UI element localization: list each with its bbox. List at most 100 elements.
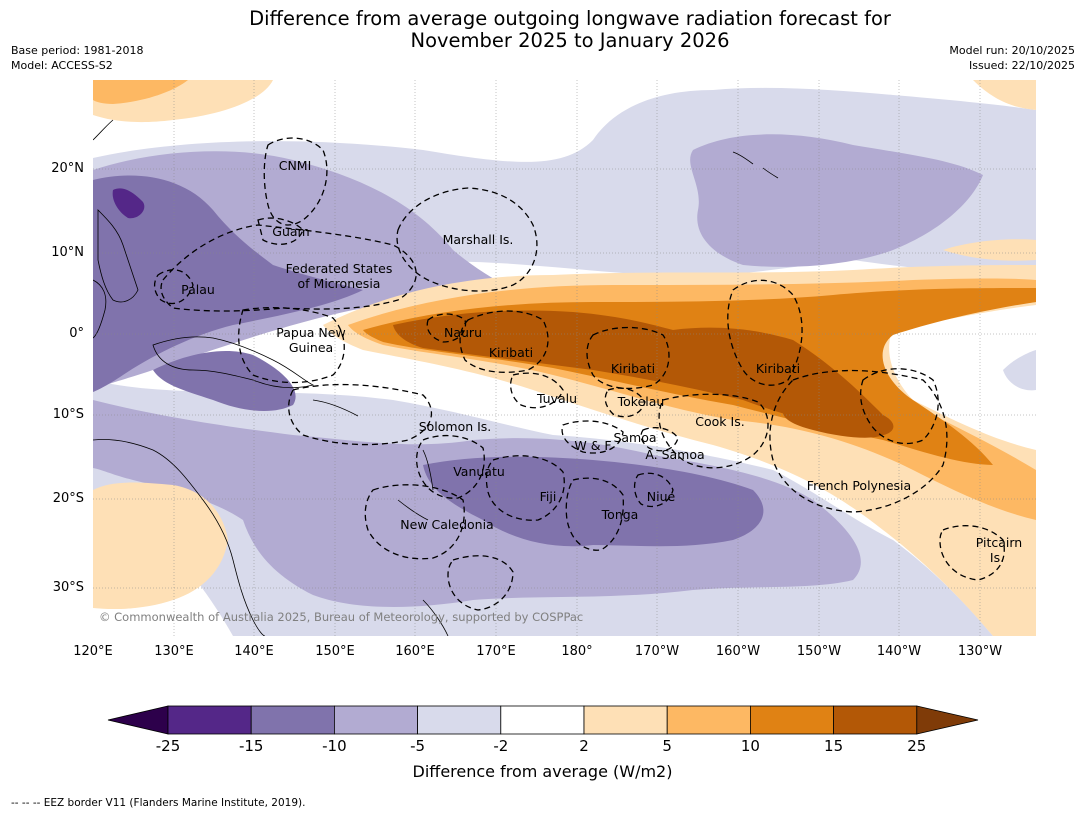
colorbar-extend-max [916, 705, 979, 735]
lat-tick: 20°S [52, 491, 84, 506]
band-purple-wpac [93, 175, 363, 392]
colorbar-tick-label: -10 [322, 737, 347, 755]
label-newcal: New Caledonia [400, 517, 493, 532]
label-tokelau: Tokelau [617, 394, 665, 409]
band-peach-hawaii [943, 239, 1036, 261]
label-tuvalu: Tuvalu [536, 391, 577, 406]
gridlines [93, 80, 1036, 636]
band-orange-topleft [93, 80, 188, 104]
eez-fr-polynesia [769, 369, 948, 513]
band-dark-purple [112, 188, 145, 219]
band-lavender-east [1003, 350, 1036, 391]
eez-nauru [426, 313, 467, 343]
band-peach-topright [973, 80, 1036, 110]
label-png-2: Guinea [289, 340, 333, 355]
lat-tick: 10°N [51, 245, 84, 260]
lon-tick: 130°W [957, 644, 1003, 659]
eez-kiribati-phoenix [586, 326, 670, 390]
region-labels: CNMI Guam Marshall Is. Federated States … [181, 158, 1022, 565]
band-orange-dark-east [782, 410, 883, 438]
eez-png [238, 306, 345, 384]
eez-newcal [364, 484, 465, 560]
chart-title: Difference from average outgoing longwav… [0, 8, 1085, 52]
lat-tick: 0° [69, 326, 84, 341]
eez-tokelau [604, 387, 646, 418]
eez-cnmi [263, 137, 328, 226]
label-tonga: Tonga [601, 507, 639, 522]
lon-tick: 160°W [715, 644, 761, 659]
eez-solomon [288, 383, 432, 446]
issued-date: Issued: 22/10/2025 [968, 59, 1075, 72]
band-light-purple-hawaii [690, 134, 983, 267]
colorbar-segment [750, 705, 835, 735]
eez-footnote: -- -- -- EEZ border V11 (Flanders Marine… [11, 797, 306, 809]
eez-fiji [485, 455, 565, 521]
label-pitcairn-1: Pitcairn [976, 535, 1022, 550]
lon-tick: 170°W [634, 644, 680, 659]
lon-tick: 150°W [796, 644, 842, 659]
label-png-1: Papua New [276, 325, 345, 340]
australia-coast [93, 439, 266, 636]
eez-fr-polynesia-east [860, 368, 939, 445]
eez-vanuatu [416, 434, 485, 499]
band-orange-dark [393, 310, 894, 436]
label-asamoa: A. Samoa [645, 447, 704, 462]
eez-asamoa [640, 427, 679, 452]
label-samoa: Samoa [613, 430, 656, 445]
new-guinea-coast [152, 336, 315, 389]
colorbar-segment [500, 705, 585, 735]
title-line-1: Difference from average outgoing longwav… [249, 7, 891, 30]
colorbar-segment [250, 705, 335, 735]
philippines-coast [97, 209, 139, 303]
colorbar: -25 -15 -10 -5 -2 2 5 10 15 25 [107, 705, 979, 755]
lon-tick: 170°E [476, 644, 516, 659]
lon-tick: 130°E [154, 644, 194, 659]
colorbar-segment [167, 705, 252, 735]
colorbar-tick-label: -2 [493, 737, 508, 755]
label-nauru: Nauru [444, 325, 482, 340]
colorbar-extend-min [107, 705, 169, 735]
lat-tick: 20°N [51, 161, 84, 176]
label-kiribati-c: Kiribati [611, 361, 655, 376]
colorbar-segment [417, 705, 502, 735]
japan-coast [93, 119, 114, 141]
lon-tick: 180° [561, 644, 593, 659]
eez-guam [257, 217, 304, 245]
colorbar-segment [333, 705, 418, 735]
label-fsm-2: of Micronesia [298, 276, 381, 291]
lon-tick: 120°E [73, 644, 113, 659]
colorbar-title: Difference from average (W/m2) [412, 762, 673, 781]
label-wf: W & F [574, 438, 611, 453]
model-name: Model: ACCESS-S2 [11, 59, 113, 72]
label-solomon: Solomon Is. [419, 419, 492, 434]
colorbar-tick-label: 25 [907, 737, 926, 755]
colorbar-tick-label: 2 [579, 737, 589, 755]
colorbar-segment [666, 705, 751, 735]
colorbar-tick-label: 15 [824, 737, 843, 755]
eez-tonga [565, 477, 624, 551]
eez-marshall [396, 187, 538, 292]
lon-tick: 140°E [234, 644, 274, 659]
solomon-islands [312, 399, 359, 417]
lon-tick: 160°E [395, 644, 435, 659]
lon-tick: 140°W [876, 644, 922, 659]
band-purple-south [423, 456, 764, 547]
colorbar-tick-label: -25 [156, 737, 181, 755]
colorbar-tick-label: -15 [239, 737, 264, 755]
forecast-map: CNMI Guam Marshall Is. Federated States … [93, 80, 1036, 636]
colorbar-tick-label: -5 [410, 737, 425, 755]
base-period: Base period: 1981-2018 [11, 44, 144, 57]
label-niue: Niue [647, 489, 676, 504]
eez-borders [153, 137, 1005, 611]
vanuatu-islands [422, 449, 434, 491]
colorbar-segment [833, 705, 918, 735]
label-cnmi: CNMI [279, 158, 312, 173]
lat-tick: 10°S [52, 407, 84, 422]
eez-kiribati-gilbert [459, 310, 549, 373]
hawaii-islands [732, 151, 779, 179]
label-fsm-1: Federated States [286, 261, 393, 276]
eez-wf-samoa [561, 420, 624, 454]
label-guam: Guam [272, 224, 309, 239]
label-kiribati-e: Kiribati [756, 361, 800, 376]
eez-palau [153, 269, 194, 305]
